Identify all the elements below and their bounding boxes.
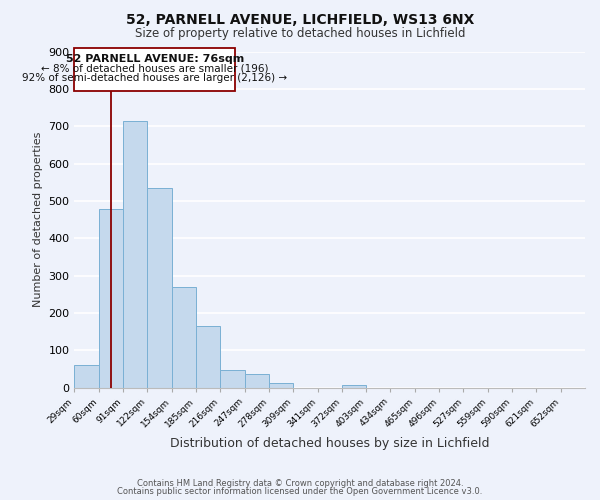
Text: ← 8% of detached houses are smaller (196): ← 8% of detached houses are smaller (196… (41, 64, 269, 74)
X-axis label: Distribution of detached houses by size in Lichfield: Distribution of detached houses by size … (170, 437, 490, 450)
Bar (147, 188, 172, 388)
Bar (245, 374, 269, 388)
Bar (220, 370, 245, 388)
Text: Contains HM Land Registry data © Crown copyright and database right 2024.: Contains HM Land Registry data © Crown c… (137, 478, 463, 488)
Bar (74, 365, 98, 388)
Text: 52, PARNELL AVENUE, LICHFIELD, WS13 6NX: 52, PARNELL AVENUE, LICHFIELD, WS13 6NX (126, 12, 474, 26)
FancyBboxPatch shape (74, 48, 235, 91)
Text: 52 PARNELL AVENUE: 76sqm: 52 PARNELL AVENUE: 76sqm (65, 54, 244, 64)
Bar (98, 209, 123, 388)
Text: Size of property relative to detached houses in Lichfield: Size of property relative to detached ho… (135, 28, 465, 40)
Bar (342, 384, 366, 388)
Text: Contains public sector information licensed under the Open Government Licence v3: Contains public sector information licen… (118, 487, 482, 496)
Bar (196, 326, 220, 388)
Bar (123, 121, 147, 388)
Bar (172, 287, 196, 388)
Text: 92% of semi-detached houses are larger (2,126) →: 92% of semi-detached houses are larger (… (22, 74, 287, 84)
Bar (269, 382, 293, 388)
Y-axis label: Number of detached properties: Number of detached properties (33, 132, 43, 308)
